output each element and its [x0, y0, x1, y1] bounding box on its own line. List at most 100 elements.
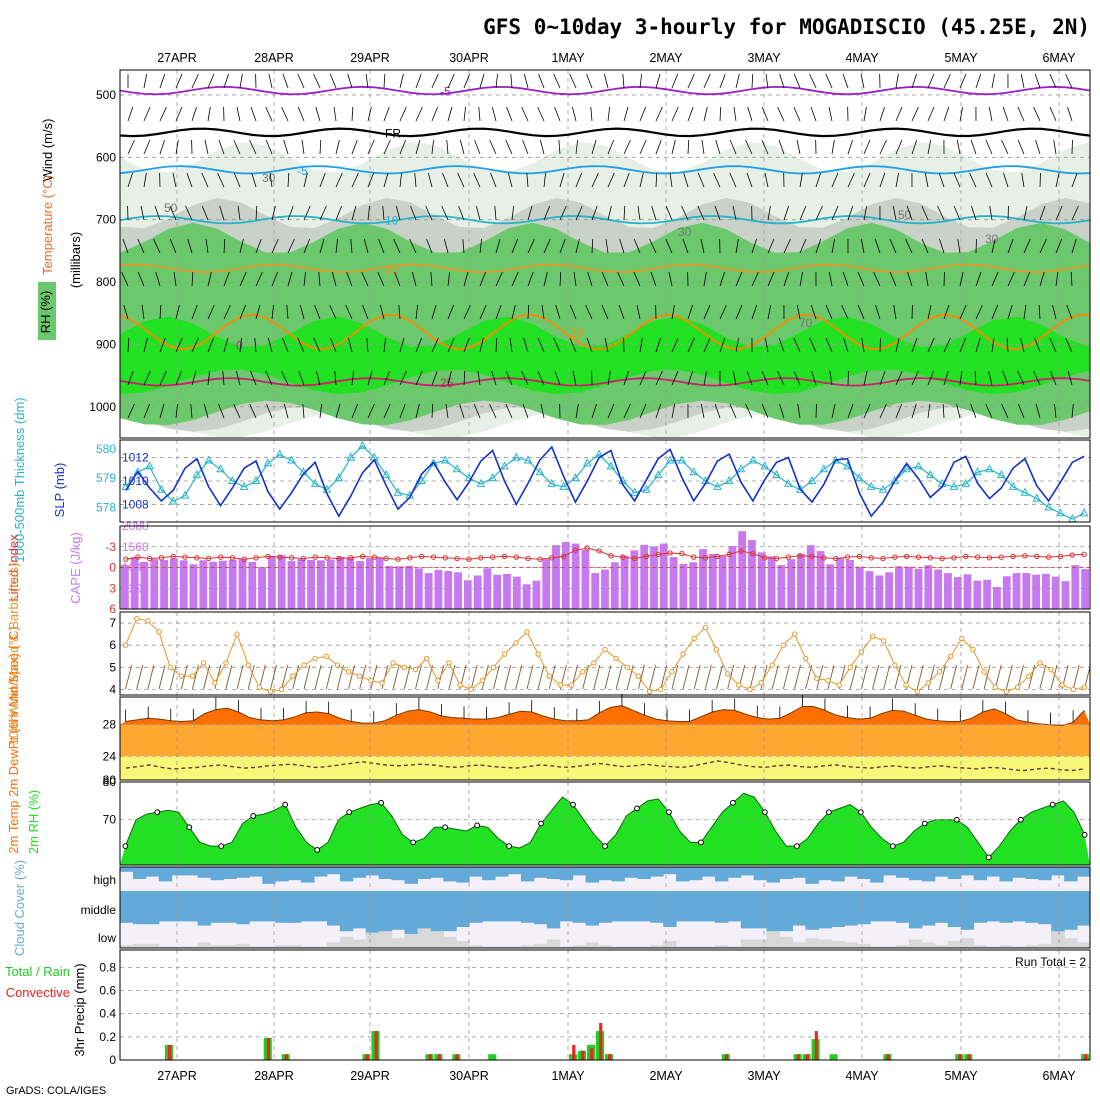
- cloud-middle-bar-27: [469, 891, 483, 920]
- wind-barb: [463, 271, 469, 287]
- wind-barb: [447, 304, 455, 320]
- cape-bar-36: [473, 575, 482, 609]
- wind-barb: [793, 73, 801, 89]
- wind10-barb-38: [548, 664, 556, 690]
- rh2m-point-54: [698, 839, 704, 846]
- wind10-point-58: [769, 662, 775, 668]
- cloud-middle-bar-52: [792, 891, 806, 920]
- wind-barb: [1066, 304, 1073, 320]
- thickness-point-64: [878, 484, 888, 493]
- wind-barb: [302, 403, 305, 419]
- wind10-barb-42: [593, 664, 601, 690]
- wind-barb: [347, 73, 353, 89]
- cloud-low-bar-8: [223, 920, 237, 923]
- slp-ylabel-right: SLP (mb): [52, 463, 67, 518]
- cloud-low-shade-66: [973, 945, 988, 948]
- cloud-low-shade-30: [508, 946, 522, 948]
- cloud-low-shade-46: [714, 945, 729, 948]
- wind-barb: [537, 106, 545, 122]
- wind-barb: [879, 139, 887, 155]
- wind-barb: [511, 271, 519, 287]
- wind10-point-36: [524, 629, 530, 635]
- li-point-65: [892, 554, 898, 560]
- wind-barb: [378, 238, 385, 254]
- wind-barb: [575, 139, 579, 155]
- wind-barb: [303, 205, 311, 221]
- wind10-point-57: [758, 680, 764, 686]
- cape-bar-6: [179, 560, 188, 609]
- wind-barb: [764, 172, 769, 188]
- wind-barb: [607, 205, 612, 221]
- thick-ytick-2: 578: [96, 500, 116, 514]
- cloud-high-bar-40: [637, 867, 651, 879]
- wind-barb: [895, 73, 899, 89]
- cloud-low-shade-26: [456, 941, 470, 948]
- cloud-middle-bar-15: [314, 891, 328, 920]
- cloud-middle-bar-23: [417, 891, 431, 920]
- cloud-low-bar-43: [676, 920, 690, 922]
- wind10-barb-3: [158, 664, 166, 690]
- wind10-barb-13: [270, 664, 277, 690]
- cloud-middle-bar-36: [585, 891, 600, 920]
- wind10-line: [125, 618, 1085, 693]
- li-point-27: [442, 555, 449, 561]
- wind-barb: [346, 271, 353, 287]
- cloud-middle-bar-41: [650, 891, 664, 920]
- cloud-high-bar-74: [1077, 867, 1091, 877]
- wind10-point-49: [669, 669, 675, 675]
- li-point-50: [714, 553, 721, 560]
- cloud-high-bar-5: [184, 867, 199, 876]
- wind-barb: [431, 403, 434, 419]
- wind-barb: [825, 337, 833, 353]
- slp-frame: [119, 439, 1091, 523]
- wind-barb: [777, 106, 785, 122]
- wind-barb: [250, 106, 257, 122]
- wind10-point-42: [591, 660, 597, 666]
- wind-barb: [895, 337, 900, 353]
- cloud-low-shade-5: [184, 946, 199, 948]
- cloud-middle-bar-60: [896, 891, 910, 920]
- wind-barb: [495, 304, 502, 320]
- wind-barb: [185, 205, 193, 221]
- wind10-barb-67: [872, 664, 880, 690]
- wind-barb: [255, 205, 258, 221]
- cloud-middle-bar-51: [779, 891, 794, 920]
- isotherm-6: [119, 377, 1091, 387]
- wind10-ytick-1: 6: [109, 638, 116, 652]
- cloud-middle-bar-38: [611, 891, 625, 920]
- cloud-ytick-1: middle: [81, 903, 117, 917]
- wind-barb: [783, 205, 789, 221]
- cloud-high-bar-58: [870, 867, 884, 883]
- wind-barb: [521, 106, 529, 122]
- wind-barb: [959, 73, 967, 89]
- cloud-low-bar-68: [999, 920, 1013, 923]
- wind-barb: [956, 139, 961, 155]
- wind10-point-79: [1003, 688, 1010, 695]
- cape-bar-0: [121, 565, 129, 609]
- wind-barb: [671, 106, 679, 122]
- wind-barb: [953, 205, 961, 221]
- wind-barb: [143, 172, 147, 188]
- cloud-low-bar-64: [947, 920, 962, 927]
- thickness-point-25: [417, 475, 426, 484]
- wind-barb: [591, 172, 599, 188]
- cloud-middle-bar-59: [883, 891, 897, 920]
- wind-barb: [985, 403, 993, 419]
- temp-line: [125, 705, 1085, 727]
- wind-barb: [175, 403, 178, 419]
- wind-barb: [623, 370, 629, 386]
- wind-barb: [445, 403, 449, 419]
- cloud-middle-bar-11: [262, 891, 276, 920]
- wind-barb: [345, 304, 353, 320]
- wind-barb: [607, 139, 615, 155]
- precip-conv-bar-5: [168, 1044, 172, 1060]
- wind10-point-18: [323, 653, 329, 659]
- wind-barb: [697, 205, 705, 221]
- wind-barb: [1023, 205, 1028, 221]
- cloud-middle-bar-61: [908, 891, 923, 920]
- cloud-low-bar-39: [624, 920, 638, 922]
- li-point-13: [276, 554, 283, 560]
- cloud-low-bar-1: [132, 920, 147, 925]
- thickness-point-72: [973, 467, 982, 476]
- cloud-high-bar-39: [624, 867, 638, 878]
